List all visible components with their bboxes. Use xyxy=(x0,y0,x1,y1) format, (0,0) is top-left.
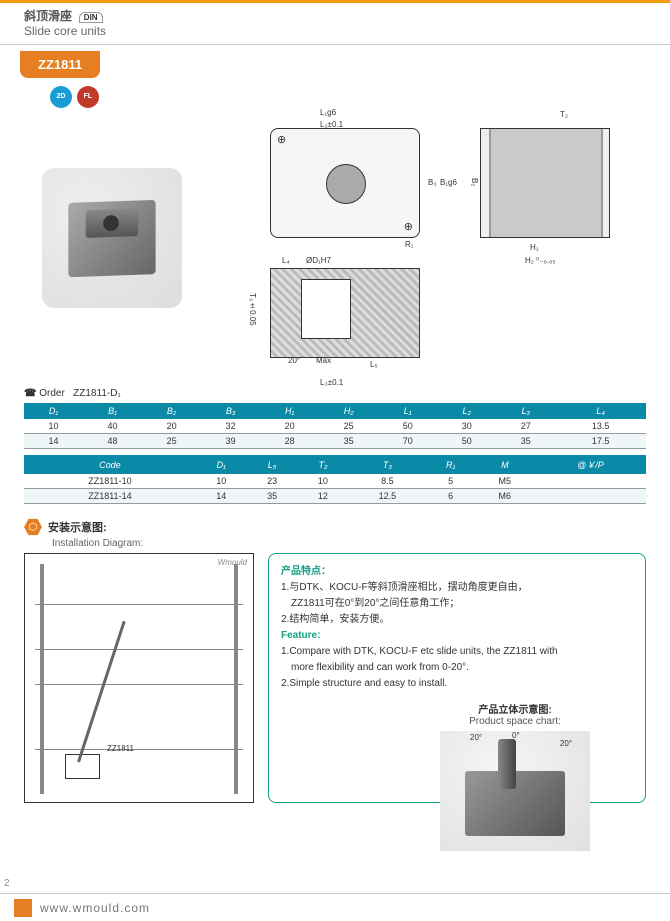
dim-h1: H₁ xyxy=(530,243,538,252)
features-title-en: Feature: xyxy=(281,630,320,641)
din-badge: DIN xyxy=(79,12,103,23)
feature-line-en: more flexibility and can work from 0-20°… xyxy=(281,660,633,676)
table-header: R₁ xyxy=(426,455,474,474)
top-view xyxy=(270,128,420,238)
feature-line-cn: 2.结构简单，安装方便。 xyxy=(281,612,633,628)
angle-left: 20° xyxy=(470,733,482,742)
title-en: Slide core units xyxy=(24,24,646,38)
feature-line-en: 1.Compare with DTK, KOCU-F etc slide uni… xyxy=(281,644,633,660)
dim-r1: R₁ xyxy=(405,240,413,249)
table-row: 10402032202550302713.5 xyxy=(24,419,646,434)
dim-h2: H₂ ⁰₋₀.₀₅ xyxy=(525,256,556,265)
product-photo xyxy=(42,168,182,308)
table-header: D₁ xyxy=(24,403,83,419)
order-example: ZZ1811-D₁ xyxy=(73,388,121,399)
cad-2d-icon: 2D xyxy=(50,86,72,108)
dim-d1h7: ØD₁H7 xyxy=(306,256,331,265)
angle-right: 20° xyxy=(560,739,572,748)
watermark: Wmould xyxy=(218,558,247,567)
fl-icon: FL xyxy=(77,86,99,108)
table-header: L₅ xyxy=(247,455,298,474)
feature-line-en: 2.Simple structure and easy to install. xyxy=(281,676,633,692)
table-header: @￥/P xyxy=(535,455,646,474)
table-header: T₂ xyxy=(298,455,349,474)
order-label: Order xyxy=(39,388,65,399)
install-title-en: Installation Diagram: xyxy=(28,538,670,553)
dim-b3: B₃ xyxy=(428,178,437,187)
feature-line-cn: ZZ1811可在0°到20°之间任意角工作； xyxy=(281,596,633,612)
page-footer: www.wmould.com xyxy=(0,893,670,921)
table-header: M xyxy=(475,455,535,474)
feature-line-cn: 1.与DTK、KOCU-F等斜顶滑座相比，摆动角度更自由， xyxy=(281,580,633,596)
install-label: ZZ1811 xyxy=(107,744,134,753)
dim-l5: L₅ xyxy=(370,360,378,369)
table-header: D₁ xyxy=(196,455,247,474)
table-row: ZZ1811-101023108.55M5 xyxy=(24,474,646,489)
footer-url: www.wmould.com xyxy=(40,901,150,915)
section-view xyxy=(270,268,420,358)
space-title-en: Product space chart: xyxy=(410,716,620,727)
dim-t3: T₃±0.05 xyxy=(248,293,257,326)
title-cn: 斜顶滑座 xyxy=(24,9,72,23)
dim-l1g6: L₁g6 xyxy=(320,108,336,117)
install-header: ⬡ 安装示意图: xyxy=(24,518,646,536)
table-header: B₂ xyxy=(142,403,201,419)
order-icon: ☎ xyxy=(24,388,36,399)
features-title-cn: 产品特点： xyxy=(281,566,331,577)
installation-diagram: Wmould ZZ1811 xyxy=(24,553,254,803)
table-header: B₁ xyxy=(83,403,142,419)
install-title-cn: 安装示意图: xyxy=(48,519,107,535)
spec-table-1: D₁B₁B₂B₃H₁H₂L₁L₂L₃L₄10402032202550302713… xyxy=(24,403,646,449)
dim-b2: B₂ xyxy=(470,178,479,186)
dim-l4: L₄ xyxy=(282,256,290,265)
footer-logo-icon xyxy=(14,899,32,917)
table-row: ZZ1811-1414351212.56M6 xyxy=(24,489,646,504)
dim-max: Max xyxy=(316,356,331,365)
table-header: Code xyxy=(24,455,196,474)
dim-l3: L₃±0.1 xyxy=(320,378,343,387)
dim-b1g6: B₁g6 xyxy=(440,178,457,187)
page-number: 2 xyxy=(4,878,10,889)
dim-angle: 20° xyxy=(288,356,300,365)
page-header: 斜顶滑座 DIN Slide core units xyxy=(0,3,670,45)
spec-table-2: CodeD₁L₅T₂T₃R₁M@￥/PZZ1811-101023108.55M5… xyxy=(24,455,646,504)
space-title-cn: 产品立体示意图: xyxy=(410,701,620,716)
model-tab: ZZ1811 xyxy=(20,51,100,78)
table-row: 14482539283570503517.5 xyxy=(24,434,646,449)
product-space-chart: 产品立体示意图: Product space chart: 20° 0° 20° xyxy=(410,701,620,851)
table-header: T₃ xyxy=(348,455,426,474)
technical-drawings: L₁g6 L₂±0.1 B₃ B₁g6 R₁ T₂ B₂ H₁ H₂ ⁰₋₀.₀… xyxy=(230,88,630,408)
dim-t2: T₂ xyxy=(560,110,568,119)
install-icon: ⬡ xyxy=(24,518,42,536)
side-view xyxy=(480,128,610,238)
